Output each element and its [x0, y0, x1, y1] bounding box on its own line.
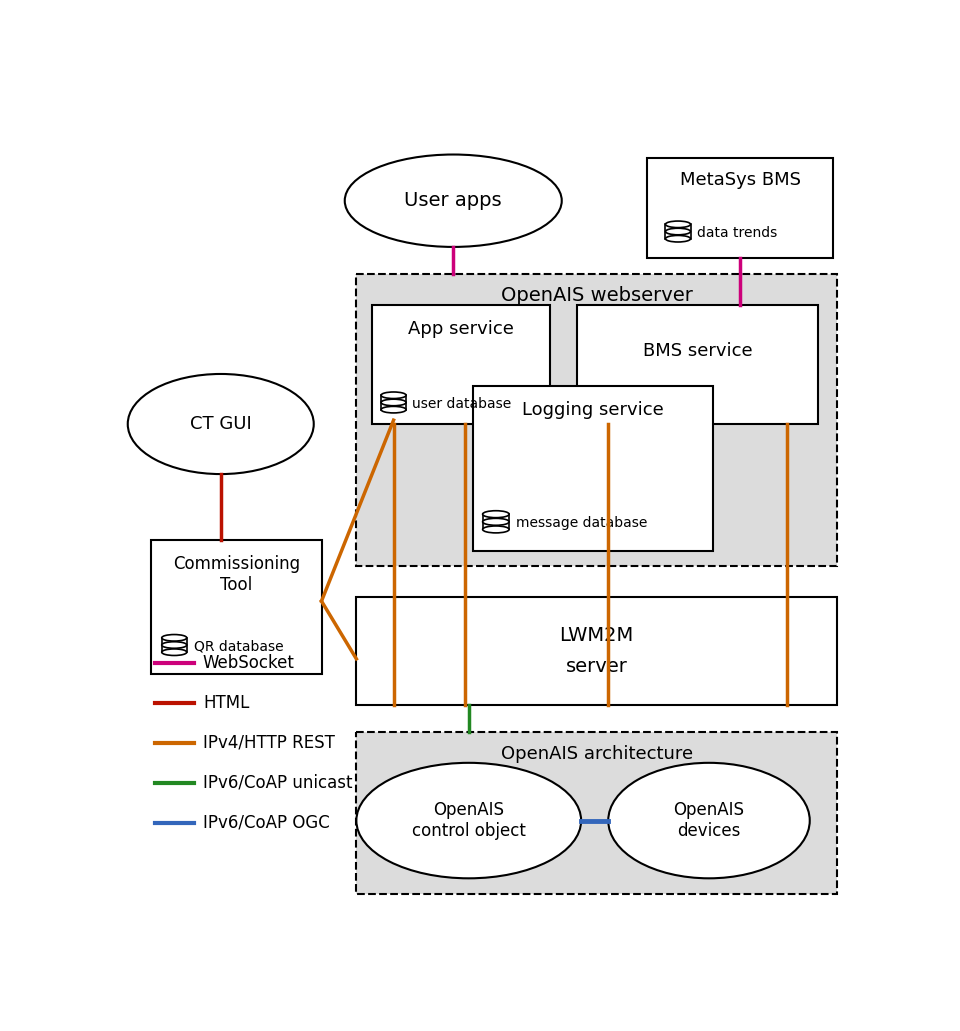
Ellipse shape [483, 510, 509, 518]
Text: HTML: HTML [203, 694, 250, 711]
Text: App service: App service [408, 321, 514, 338]
Text: User apps: User apps [404, 191, 502, 210]
Text: IPv6/CoAP OGC: IPv6/CoAP OGC [203, 813, 329, 832]
Text: user database: user database [412, 397, 512, 411]
Text: server: server [565, 657, 628, 676]
Ellipse shape [483, 519, 509, 525]
FancyBboxPatch shape [372, 305, 550, 424]
FancyBboxPatch shape [577, 305, 818, 424]
FancyBboxPatch shape [356, 597, 837, 705]
Text: QR database: QR database [194, 639, 283, 654]
FancyBboxPatch shape [647, 159, 833, 259]
Ellipse shape [381, 406, 406, 413]
Text: data trends: data trends [697, 226, 778, 240]
Text: OpenAIS
control object: OpenAIS control object [412, 801, 526, 840]
Ellipse shape [665, 221, 690, 228]
Text: Logging service: Logging service [522, 401, 663, 420]
Ellipse shape [161, 634, 187, 641]
FancyBboxPatch shape [483, 514, 509, 530]
FancyBboxPatch shape [151, 539, 322, 674]
Ellipse shape [483, 526, 509, 533]
Ellipse shape [609, 763, 809, 878]
Text: OpenAIS
devices: OpenAIS devices [674, 801, 745, 840]
Ellipse shape [665, 235, 690, 242]
Text: message database: message database [516, 517, 647, 530]
Text: MetaSys BMS: MetaSys BMS [680, 171, 801, 189]
Ellipse shape [356, 763, 581, 878]
Text: Commissioning
Tool: Commissioning Tool [173, 555, 300, 594]
Ellipse shape [345, 155, 562, 246]
Text: CT GUI: CT GUI [190, 415, 252, 433]
FancyBboxPatch shape [356, 274, 837, 566]
FancyBboxPatch shape [472, 386, 713, 552]
FancyBboxPatch shape [161, 638, 187, 653]
Text: BMS service: BMS service [642, 342, 753, 360]
Text: WebSocket: WebSocket [203, 654, 295, 672]
Ellipse shape [161, 641, 187, 648]
Text: OpenAIS webserver: OpenAIS webserver [501, 286, 692, 305]
Text: LWM2M: LWM2M [560, 626, 634, 645]
Ellipse shape [381, 392, 406, 399]
Text: IPv6/CoAP unicast: IPv6/CoAP unicast [203, 774, 352, 792]
Ellipse shape [665, 228, 690, 235]
Text: IPv4/HTTP REST: IPv4/HTTP REST [203, 734, 335, 752]
Text: OpenAIS architecture: OpenAIS architecture [500, 744, 693, 763]
FancyBboxPatch shape [665, 225, 690, 239]
FancyBboxPatch shape [356, 732, 837, 894]
FancyBboxPatch shape [381, 395, 406, 409]
Ellipse shape [128, 374, 314, 474]
Ellipse shape [161, 648, 187, 656]
Ellipse shape [381, 399, 406, 406]
